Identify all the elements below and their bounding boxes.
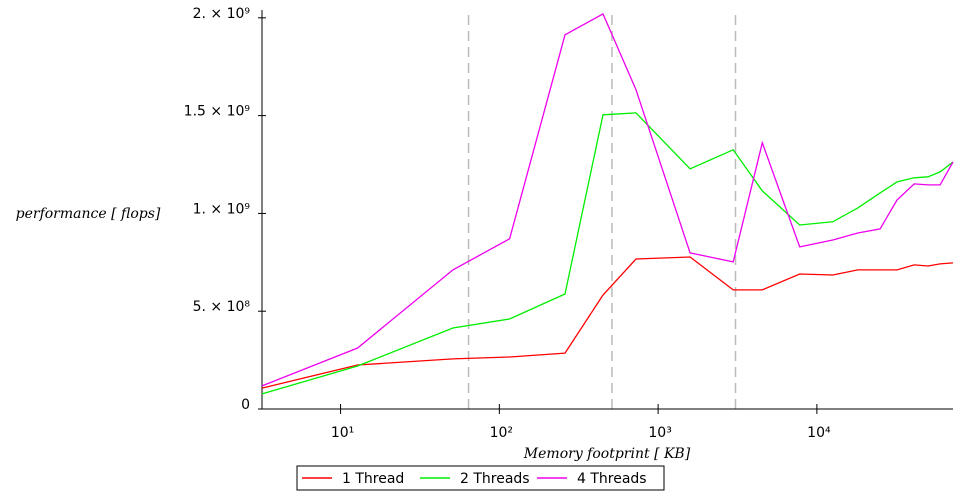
legend-box (296, 465, 665, 491)
y-tick-label: 5. × 10⁸ (193, 299, 251, 315)
y-axis-label: performance [ flops] (16, 206, 161, 222)
y-tick-label: 2. × 10⁹ (193, 6, 251, 22)
legend-label: 2 Threads (460, 471, 530, 487)
x-axis-label: Memory footprint [ KB] (523, 446, 691, 462)
legend-label: 4 Threads (577, 471, 647, 487)
y-tick-label: 0 (241, 397, 250, 413)
x-tick-label: 10¹ (331, 425, 354, 441)
legend-label: 1 Thread (342, 471, 404, 487)
x-tick-label: 10⁴ (807, 425, 831, 441)
x-tick-label: 10³ (648, 425, 671, 441)
x-tick-label: 10² (490, 425, 513, 441)
series-line (261, 112, 954, 395)
series-line (261, 256, 954, 389)
series-line (261, 12, 954, 387)
y-tick-label: 1.5 × 10⁹ (184, 104, 251, 120)
y-tick-label: 1. × 10⁹ (193, 201, 251, 217)
